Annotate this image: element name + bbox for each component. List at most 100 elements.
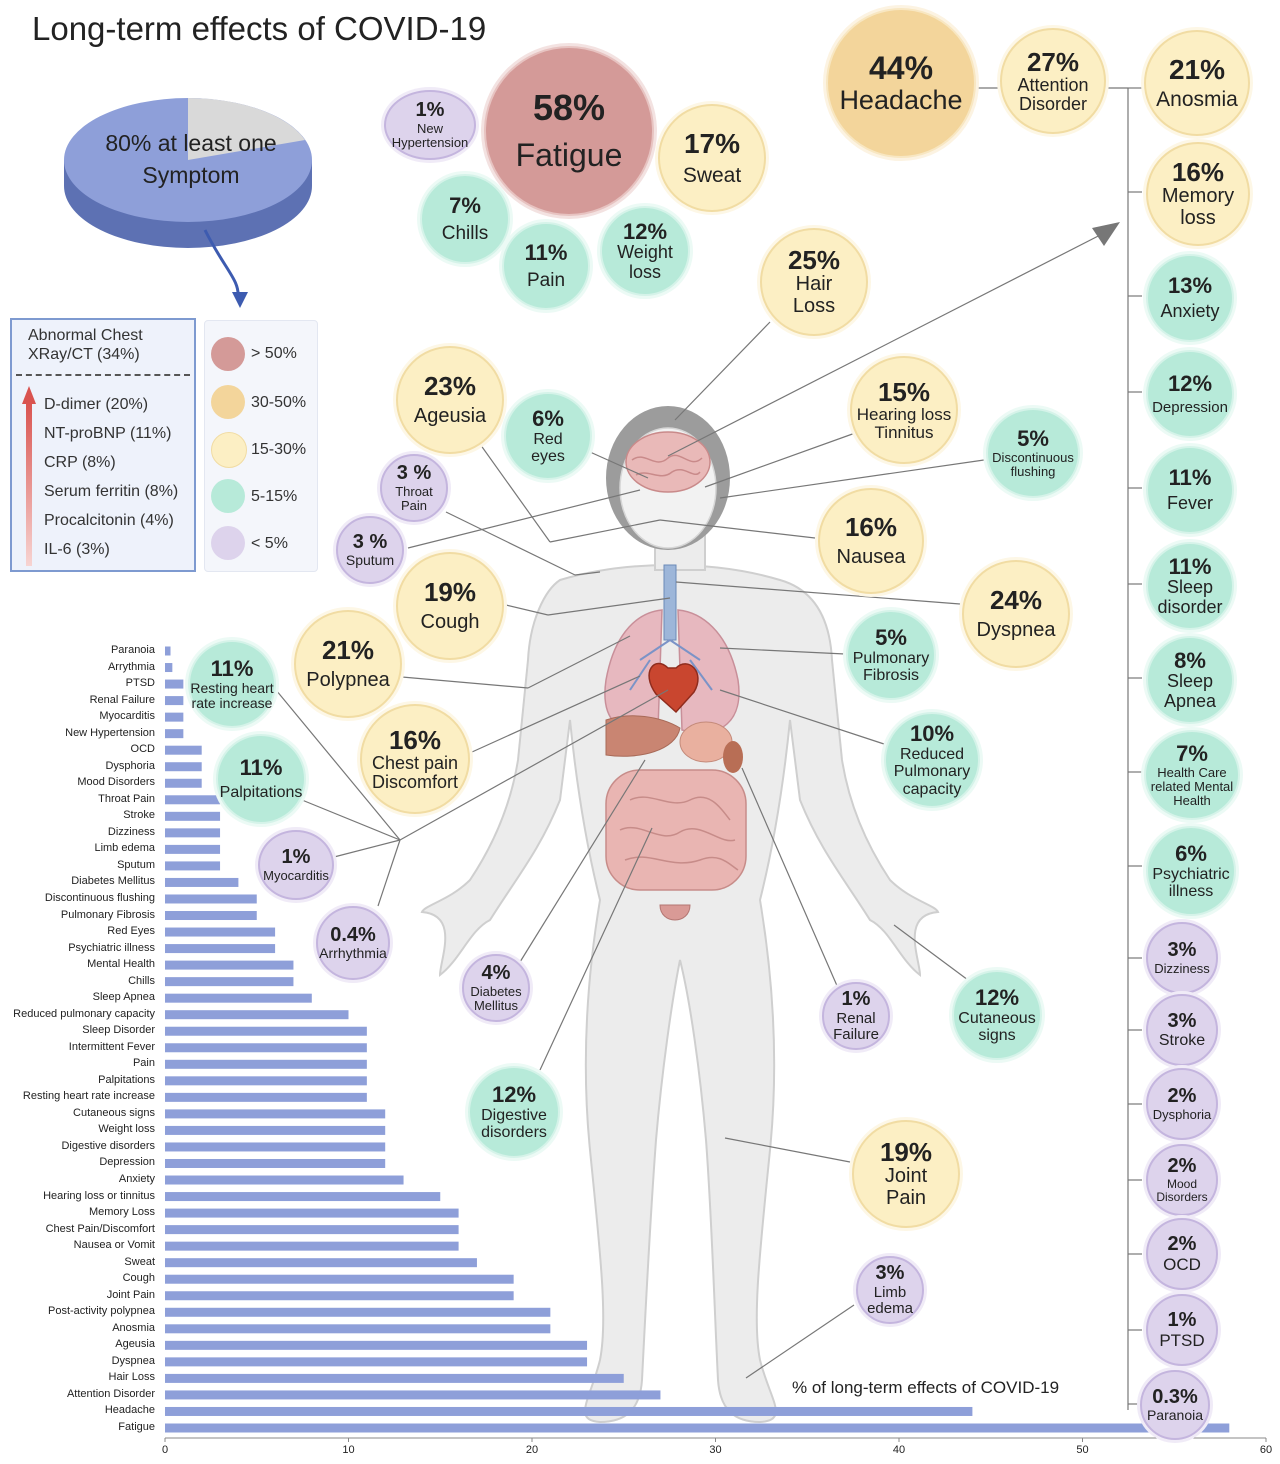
bar	[165, 663, 173, 673]
bubble-diabetes-mellitus: 4% Diabetes Mellitus	[462, 954, 530, 1022]
bar	[165, 960, 294, 970]
branch-ticks	[1128, 87, 1142, 1405]
bubble-chest-pain: 16% Chest pain Discomfort	[360, 704, 470, 814]
bar	[165, 1142, 386, 1152]
bubble-pain: 11% Pain	[502, 222, 590, 310]
bar	[165, 696, 184, 706]
bar	[165, 1192, 441, 1202]
bubble-fatigue: 58% Fatigue	[484, 46, 654, 216]
legend-label: 30-50%	[251, 394, 307, 411]
kidney	[723, 741, 743, 773]
bubble-sputum: 3 % Sputum	[336, 516, 404, 584]
bar	[165, 944, 276, 954]
bar-category-label: Mood Disorders	[77, 776, 155, 789]
bubble-throat-pain: 3 % Throat Pain	[380, 454, 448, 522]
x-tick-label: 0	[161, 1444, 169, 1456]
bubble-psychiatric-illness: 6% Psychiatric illness	[1146, 826, 1236, 916]
bubble-arrhythmia: 0.4% Arrhythmia	[316, 906, 390, 980]
bar-category-label: Dizziness	[107, 825, 155, 838]
bar	[165, 1357, 588, 1367]
bubble-sleep-apnea: 8% Sleep Apnea	[1146, 636, 1234, 724]
body-silhouette	[420, 563, 940, 1424]
bubble-cutaneous-signs: 12% Cutaneous signs	[952, 970, 1042, 1060]
page-title: Long-term effects of COVID-19	[32, 10, 487, 47]
bar	[165, 894, 257, 904]
bubble-mood-disorders: 2% Mood Disorders	[1146, 1144, 1218, 1216]
bar-category-label: Chills	[128, 974, 155, 987]
legend-label: 15-30%	[251, 441, 307, 458]
bar-category-label: Stroke	[123, 809, 155, 822]
bar	[165, 1274, 514, 1284]
bar-category-label: Digestive disorders	[61, 1139, 155, 1152]
bar	[165, 1258, 477, 1268]
bar	[165, 1241, 459, 1251]
bar-category-label: Joint Pain	[106, 1288, 155, 1301]
bar	[165, 1175, 404, 1185]
bar	[165, 1423, 1230, 1433]
arrow-head-icon	[1092, 222, 1120, 246]
biomarker-item: CRP (8%)	[44, 454, 116, 471]
bar-category-label: Post-activity polypnea	[48, 1305, 155, 1318]
heart	[648, 662, 699, 714]
bubble-discontinuous-flushing: 5% Discontinuous flushing	[986, 408, 1080, 498]
bar-category-label: Discontinuous flushing	[44, 891, 155, 904]
bar-category-label: Reduced pulmonary capacity	[13, 1007, 155, 1020]
bar	[165, 646, 171, 656]
bar-category-label: Renal Failure	[89, 693, 155, 706]
bubble-polypnea: 21% Polypnea	[294, 610, 402, 718]
bar-category-label: Myocarditis	[99, 710, 155, 723]
bar	[165, 1059, 367, 1069]
bar-category-label: Anosmia	[112, 1321, 155, 1334]
bar	[165, 911, 257, 921]
bubble-nausea: 16% Nausea	[818, 488, 924, 594]
legend-swatch	[211, 385, 245, 419]
x-tick-label: 50	[1076, 1444, 1089, 1456]
bar	[165, 1158, 386, 1168]
bar	[165, 1291, 514, 1301]
bar-category-label: Cutaneous signs	[73, 1106, 155, 1119]
bar-category-label: Nausea or Vomit	[73, 1239, 155, 1252]
bubble-stroke: 3% Stroke	[1146, 994, 1218, 1066]
divider	[16, 374, 190, 376]
bar	[165, 679, 184, 689]
bar-category-label: Headache	[104, 1404, 155, 1417]
bar-category-label: Cough	[122, 1272, 155, 1285]
bubble-dyspnea: 24% Dyspnea	[962, 560, 1070, 668]
bubble-anosmia: 21% Anosmia	[1144, 30, 1250, 136]
bar-category-label: Throat Pain	[98, 792, 155, 805]
bubble-sweat: 17% Sweat	[658, 104, 766, 212]
bar-category-label: Fatigue	[118, 1421, 155, 1433]
bar	[165, 977, 294, 987]
pie-label: 80% at least one Symptom	[105, 130, 277, 188]
biomarker-item: NT-proBNP (11%)	[44, 425, 172, 442]
legend-label: > 50%	[251, 345, 297, 362]
bubble-palpitations: 11% Palpitations	[216, 734, 306, 824]
bar-category-label: Anxiety	[118, 1173, 155, 1186]
bubble-paranoia: 0.3% Paranoia	[1140, 1370, 1210, 1440]
bubble-ptsd: 1% PTSD	[1146, 1294, 1218, 1366]
bar-category-label: Arrythmia	[107, 660, 155, 673]
biomarker-panel: Abnormal Chest XRay/CT (34%) D-dimer (20…	[10, 318, 196, 572]
bar-category-label: New Hypertension	[65, 726, 155, 739]
bar	[165, 1109, 386, 1119]
legend-swatch	[211, 337, 245, 371]
bar-category-label: Mental Health	[87, 958, 155, 971]
bar	[165, 1307, 551, 1317]
bubble-ageusia: 23% Ageusia	[396, 346, 504, 454]
bar-category-label: PTSD	[125, 677, 155, 690]
biomarker-item: IL-6 (3%)	[44, 541, 110, 558]
bar	[165, 927, 276, 937]
bubble-memory-loss: 16% Memory loss	[1146, 142, 1250, 246]
chart-title: % of long-term effects of COVID-19	[792, 1378, 1060, 1397]
bar	[165, 1373, 624, 1383]
bubble-mental-health: 7% Health Care related Mental Health	[1144, 730, 1240, 820]
bubble-fever: 11% Fever	[1146, 446, 1234, 534]
bar	[165, 1208, 459, 1218]
bar-category-label: Limb edema	[94, 842, 155, 855]
bubble-hearing-loss: 15% Hearing loss Tinnitus	[850, 356, 958, 464]
bar-category-label: Chest Pain/Discomfort	[45, 1222, 155, 1235]
bubble-headache: 44% Headache	[826, 8, 976, 158]
legend-label: < 5%	[251, 535, 288, 552]
